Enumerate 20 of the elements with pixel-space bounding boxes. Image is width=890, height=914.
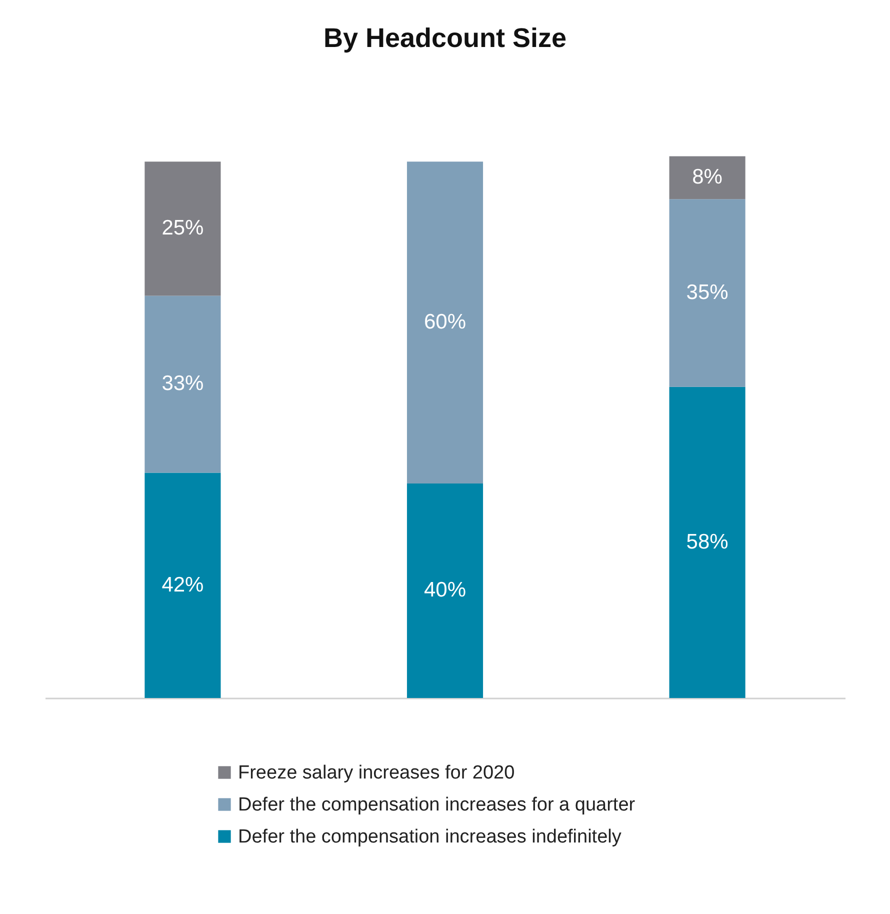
bar <box>406 162 484 484</box>
bar <box>669 156 746 200</box>
legend-label: Freeze salary increases for 2020 <box>238 762 515 784</box>
data-label: 40% <box>424 578 466 602</box>
data-label: 8% <box>692 166 722 189</box>
legend-label: Defer the compensation increases for a quarter <box>238 794 636 816</box>
bar <box>406 483 484 698</box>
bar <box>144 162 221 296</box>
bar <box>144 472 221 698</box>
bar <box>669 386 746 698</box>
bar <box>669 199 746 387</box>
data-label: 58% <box>686 530 728 554</box>
data-label: 60% <box>424 310 466 334</box>
chart-title: By Headcount Size <box>323 23 567 53</box>
data-label: 35% <box>686 281 728 304</box>
data-label: 33% <box>162 372 204 396</box>
data-label: 42% <box>162 573 204 596</box>
legend-label: Defer the compensation increases indefinitely <box>238 826 622 848</box>
bar <box>144 296 221 473</box>
data-label: 25% <box>162 216 204 240</box>
